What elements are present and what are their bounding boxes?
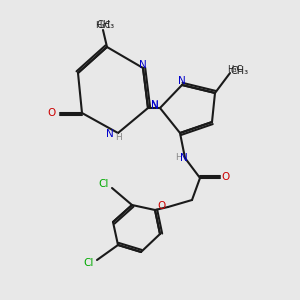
Text: H: H [116, 133, 122, 142]
Text: N: N [139, 60, 147, 70]
Text: O: O [158, 201, 166, 211]
Text: Cl: Cl [84, 258, 94, 268]
Text: CH₃: CH₃ [97, 20, 115, 30]
Text: H: H [175, 154, 182, 163]
Text: O: O [221, 172, 229, 182]
Text: N: N [151, 101, 159, 111]
Text: H₃C: H₃C [95, 20, 111, 29]
Text: O: O [48, 108, 56, 118]
Text: N: N [180, 153, 188, 163]
Text: H₃C: H₃C [227, 64, 243, 74]
Text: Cl: Cl [99, 179, 109, 189]
Text: N: N [106, 129, 114, 139]
Text: N: N [178, 76, 186, 86]
Text: N: N [151, 100, 159, 110]
Text: CH₃: CH₃ [231, 66, 249, 76]
